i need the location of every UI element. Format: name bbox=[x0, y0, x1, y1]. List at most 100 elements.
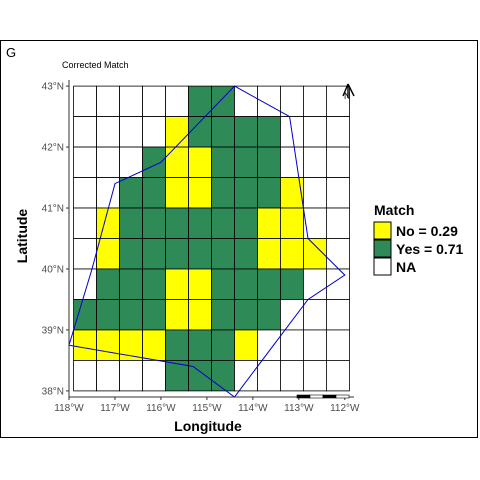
scale-bar-segment bbox=[322, 394, 337, 399]
grid-cell bbox=[165, 268, 189, 300]
grid-cell bbox=[257, 360, 281, 392]
grid-cell bbox=[73, 146, 97, 178]
grid-cell bbox=[234, 177, 258, 209]
grid-cell bbox=[119, 238, 143, 270]
grid-cell bbox=[119, 299, 143, 331]
grid-cell bbox=[280, 299, 304, 331]
grid-cell bbox=[326, 268, 350, 300]
grid-cell bbox=[234, 207, 258, 239]
grid-cell bbox=[257, 299, 281, 331]
grid-cell bbox=[96, 360, 120, 392]
grid-cell bbox=[234, 360, 258, 392]
grid-cell bbox=[211, 177, 235, 209]
chart-title: Corrected Match bbox=[62, 60, 129, 70]
grid-cell bbox=[119, 116, 143, 148]
grid-cell bbox=[142, 177, 166, 209]
grid-cell bbox=[165, 85, 189, 117]
grid-cell bbox=[234, 238, 258, 270]
grid-cell bbox=[142, 329, 166, 361]
grid-cell bbox=[73, 329, 97, 361]
legend-label: NA bbox=[396, 259, 416, 275]
grid-cell bbox=[188, 329, 212, 361]
grid-cell bbox=[280, 360, 304, 392]
grid-cell bbox=[96, 329, 120, 361]
grid-cell bbox=[234, 116, 258, 148]
grid-cell bbox=[280, 329, 304, 361]
legend-swatch bbox=[373, 221, 392, 240]
y-tick-label: 38°N bbox=[42, 386, 64, 397]
grid-cell bbox=[257, 177, 281, 209]
grid-cell bbox=[303, 85, 327, 117]
grid-cell bbox=[188, 238, 212, 270]
grid-cell bbox=[257, 207, 281, 239]
grid-cell bbox=[303, 177, 327, 209]
grid-cell bbox=[142, 360, 166, 392]
grid-cell bbox=[280, 238, 304, 270]
grid-cells bbox=[73, 85, 350, 392]
grid-cell bbox=[73, 85, 97, 117]
grid-cell bbox=[257, 116, 281, 148]
panel-tag: G bbox=[6, 45, 16, 60]
grid-cell bbox=[188, 268, 212, 300]
grid-cell bbox=[326, 207, 350, 239]
grid-cell bbox=[211, 268, 235, 300]
grid-cell bbox=[211, 146, 235, 178]
grid-cell bbox=[234, 268, 258, 300]
north-arrow-icon: N bbox=[342, 83, 355, 101]
grid-cell bbox=[165, 146, 189, 178]
grid-cell bbox=[326, 299, 350, 331]
grid-cell bbox=[280, 268, 304, 300]
grid-cell bbox=[165, 329, 189, 361]
grid-cell bbox=[326, 360, 350, 392]
y-tick-label: 42°N bbox=[42, 143, 64, 154]
y-tick-label: 41°N bbox=[42, 204, 64, 215]
legend-swatch bbox=[373, 239, 392, 258]
grid-cell bbox=[326, 116, 350, 148]
grid-cell bbox=[234, 85, 258, 117]
grid-cell bbox=[211, 116, 235, 148]
legend-title: Match bbox=[374, 202, 414, 218]
grid-cell bbox=[211, 85, 235, 117]
grid-cell bbox=[165, 299, 189, 331]
grid-cell bbox=[119, 177, 143, 209]
grid-cell bbox=[188, 177, 212, 209]
grid-cell bbox=[96, 238, 120, 270]
grid-cell bbox=[211, 360, 235, 392]
x-tick-label: 115°W bbox=[192, 403, 222, 414]
grid-cell bbox=[119, 360, 143, 392]
grid-cell bbox=[142, 238, 166, 270]
grid-cell bbox=[303, 329, 327, 361]
x-tick-label: 113°W bbox=[284, 403, 314, 414]
grid-cell bbox=[211, 207, 235, 239]
grid-cell bbox=[326, 329, 350, 361]
grid-cell bbox=[119, 207, 143, 239]
grid-cell bbox=[96, 116, 120, 148]
x-tick-label: 112°W bbox=[330, 403, 360, 414]
grid-cell bbox=[142, 146, 166, 178]
grid-cell bbox=[188, 360, 212, 392]
grid-cell bbox=[303, 299, 327, 331]
grid-cell bbox=[165, 238, 189, 270]
grid-cell bbox=[73, 207, 97, 239]
grid-cell bbox=[188, 207, 212, 239]
grid-cell bbox=[119, 268, 143, 300]
x-tick-label: 114°W bbox=[238, 403, 268, 414]
x-axis-title: Longitude bbox=[174, 418, 242, 434]
grid-cell bbox=[73, 116, 97, 148]
grid-cell bbox=[234, 329, 258, 361]
state-boundary bbox=[68, 85, 346, 398]
legend-label: Yes = 0.71 bbox=[396, 241, 464, 257]
grid-cell bbox=[280, 207, 304, 239]
grid-cell bbox=[96, 299, 120, 331]
grid-cell bbox=[303, 360, 327, 392]
north-arrow-label: N bbox=[344, 91, 351, 101]
y-axis-title: Latitude bbox=[14, 209, 30, 264]
axes: 118°W 117°W 116°W 115°W 114°W 113°W 112°W 38°N 3… bbox=[42, 80, 360, 414]
grid-cell bbox=[73, 299, 97, 331]
grid-cell bbox=[142, 268, 166, 300]
grid-cell bbox=[234, 146, 258, 178]
y-tick-label: 43°N bbox=[42, 82, 64, 93]
grid-cell bbox=[142, 116, 166, 148]
scale-bar bbox=[296, 394, 350, 399]
grid-cell bbox=[96, 207, 120, 239]
